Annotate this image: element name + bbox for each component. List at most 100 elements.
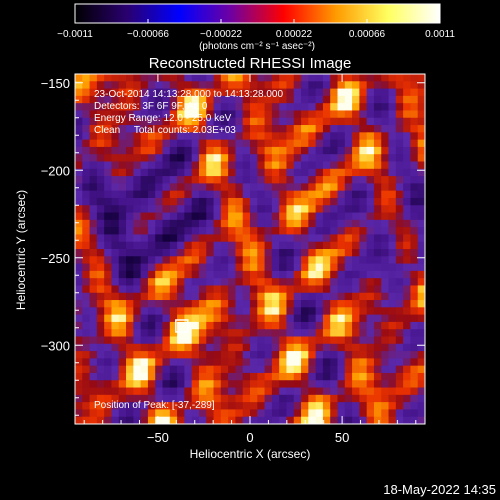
- heatmap-cell: [271, 103, 280, 111]
- heatmap-cell: [271, 256, 280, 264]
- heatmap-cell: [330, 241, 338, 250]
- heatmap-cell: [337, 307, 346, 316]
- heatmap-cell: [235, 161, 244, 170]
- heatmap-cell: [293, 117, 302, 126]
- heatmap-cell: [206, 190, 214, 199]
- heatmap-cell: [286, 249, 295, 257]
- heatmap-cell: [235, 365, 244, 374]
- heatmap-cell: [373, 278, 382, 286]
- heatmap-cell: [133, 168, 142, 177]
- heatmap-cell: [118, 110, 127, 119]
- heatmap-cell: [235, 205, 244, 213]
- heatmap-cell: [330, 154, 338, 162]
- heatmap-cell: [104, 292, 112, 301]
- heatmap-cell: [235, 88, 244, 97]
- heatmap-cell: [315, 387, 324, 396]
- heatmap-cell: [140, 241, 149, 250]
- heatmap-cell: [191, 168, 200, 177]
- heatmap-cell: [337, 183, 346, 192]
- heatmap-cell: [359, 81, 368, 89]
- heatmap-cell: [140, 74, 149, 82]
- heatmap-cell: [271, 285, 280, 294]
- heatmap-cell: [198, 380, 207, 388]
- heatmap-cell: [388, 190, 397, 199]
- heatmap-cell: [322, 256, 331, 264]
- heatmap-cell: [82, 197, 90, 206]
- heatmap-cell: [75, 416, 83, 425]
- heatmap-cell: [111, 190, 120, 199]
- heatmap-cell: [417, 176, 426, 184]
- heatmap-cell: [381, 278, 389, 286]
- heatmap-cell: [126, 292, 134, 301]
- heatmap-cell: [126, 227, 134, 235]
- heatmap-cell: [359, 380, 368, 388]
- heatmap-cell: [373, 256, 382, 264]
- heatmap-cell: [395, 402, 404, 410]
- heatmap-cell: [191, 394, 200, 403]
- heatmap-cell: [75, 110, 83, 119]
- heatmap-cell: [126, 314, 134, 323]
- heatmap-cell: [271, 351, 280, 359]
- heatmap-cell: [293, 227, 302, 235]
- heatmap-cell: [242, 314, 251, 323]
- info-annotations: 23-Oct-2014 14:13:28.000 to 14:13:28.000…: [94, 89, 283, 411]
- heatmap-cell: [111, 88, 120, 97]
- heatmap-cell: [410, 263, 419, 272]
- heatmap-cell: [104, 103, 112, 111]
- heatmap-cell: [388, 219, 397, 228]
- heatmap-cell: [228, 351, 236, 359]
- heatmap-cell: [286, 285, 295, 294]
- heatmap-cell: [264, 117, 273, 126]
- heatmap-cell: [395, 416, 404, 425]
- heatmap-cell: [264, 205, 273, 213]
- heatmap-cell: [308, 125, 317, 133]
- heatmap-cell: [395, 256, 404, 264]
- heatmap-cell: [301, 125, 309, 133]
- heatmap-cell: [337, 343, 346, 352]
- heatmap-cell: [322, 278, 331, 286]
- heatmap-cell: [118, 409, 127, 418]
- heatmap-cell: [96, 394, 105, 403]
- heatmap-cell: [308, 132, 317, 141]
- heatmap-cell: [344, 263, 353, 272]
- heatmap-cell: [344, 117, 353, 126]
- heatmap-cell: [359, 351, 368, 359]
- heatmap-cell: [177, 402, 185, 410]
- heatmap-cell: [293, 139, 302, 148]
- heatmap-cell: [417, 190, 426, 199]
- heatmap-cell: [359, 300, 368, 308]
- heatmap-cell: [111, 416, 120, 425]
- heatmap-cell: [140, 402, 149, 410]
- heatmap-cell: [169, 154, 178, 162]
- heatmap-cell: [366, 380, 375, 388]
- heatmap-cell: [206, 314, 214, 323]
- heatmap-cell: [220, 314, 229, 323]
- heatmap-cell: [82, 227, 90, 235]
- heatmap-cell: [104, 146, 112, 155]
- heatmap-cell: [206, 307, 214, 316]
- heatmap-cell: [169, 409, 178, 418]
- heatmap-cell: [388, 380, 397, 388]
- heatmap-cell: [381, 387, 389, 396]
- heatmap-cell: [213, 117, 222, 126]
- heatmap-cell: [344, 197, 353, 206]
- heatmap-cell: [220, 197, 229, 206]
- heatmap-cell: [322, 88, 331, 97]
- heatmap-cell: [162, 409, 171, 418]
- heatmap-cell: [293, 168, 302, 177]
- heatmap-cell: [133, 227, 142, 235]
- heatmap-cell: [293, 212, 302, 221]
- heatmap-cell: [96, 380, 105, 388]
- heatmap-cell: [403, 205, 411, 213]
- heatmap-cell: [322, 314, 331, 323]
- heatmap-cell: [315, 190, 324, 199]
- heatmap-cell: [264, 380, 273, 388]
- heatmap-cell: [373, 329, 382, 337]
- heatmap-cell: [228, 270, 236, 279]
- heatmap-cell: [184, 168, 193, 177]
- heatmap-cell: [155, 270, 163, 279]
- heatmap-cell: [96, 132, 105, 141]
- heatmap-cell: [337, 387, 346, 396]
- heatmap-cell: [140, 212, 149, 221]
- heatmap-cell: [330, 365, 338, 374]
